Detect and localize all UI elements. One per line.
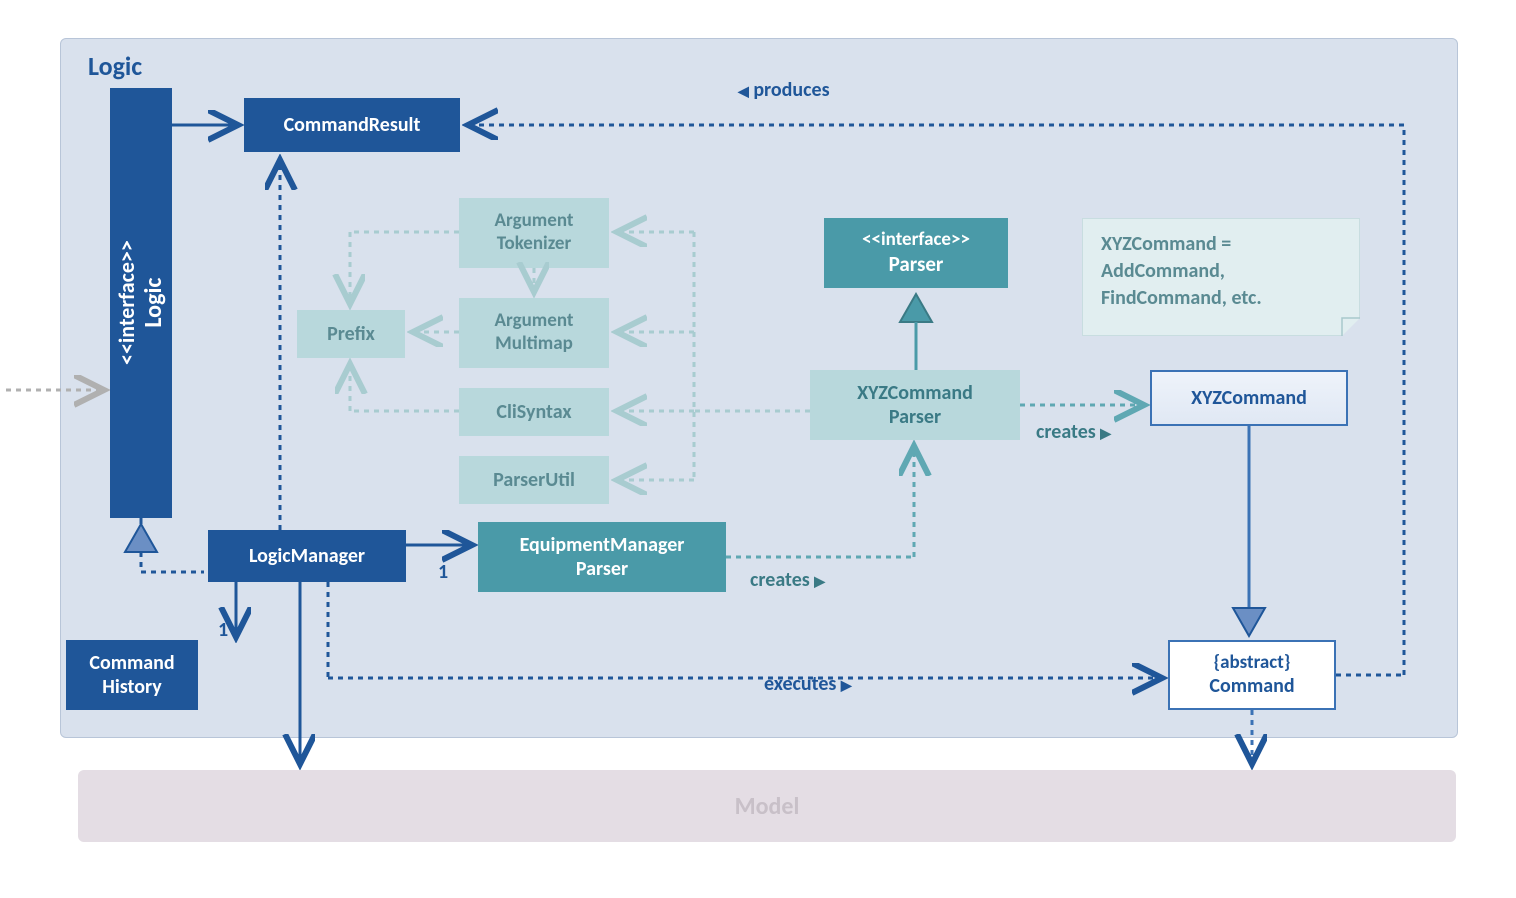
cli-syntax-box: CliSyntax bbox=[459, 388, 609, 436]
note-box: XYZCommand = AddCommand, FindCommand, et… bbox=[1082, 218, 1360, 336]
model-box: Model bbox=[78, 770, 1456, 842]
argument-tokenizer-box: Argument Tokenizer bbox=[459, 198, 609, 268]
equipment-parser-label: EquipmentManager Parser bbox=[520, 533, 685, 581]
parser-interface-box: <<interface>> Parser bbox=[824, 218, 1008, 288]
xyz-parser-label: XYZCommand Parser bbox=[857, 381, 973, 429]
creates-label-1: creates ▶ bbox=[750, 568, 825, 592]
command-history-label: Command History bbox=[89, 651, 174, 699]
xyz-command-box: XYZCommand bbox=[1150, 370, 1348, 426]
abstract-command-stereotype: {abstract} bbox=[1214, 652, 1291, 675]
executes-label: executes ▶ bbox=[764, 672, 852, 696]
argument-tokenizer-label: Argument Tokenizer bbox=[495, 210, 574, 256]
argument-multimap-label: Argument Multimap bbox=[495, 310, 574, 356]
logic-interface-name: Logic bbox=[140, 241, 169, 366]
abstract-command-name: Command bbox=[1209, 674, 1294, 698]
multiplicity-1b: 1 bbox=[218, 618, 228, 642]
creates-label-2: creates ▶ bbox=[1036, 420, 1111, 444]
xyz-command-label: XYZCommand bbox=[1191, 386, 1307, 410]
parser-util-box: ParserUtil bbox=[459, 456, 609, 504]
note-text: XYZCommand = AddCommand, FindCommand, et… bbox=[1101, 231, 1341, 312]
logic-interface-box: <<interface>> Logic bbox=[110, 88, 172, 518]
equipment-parser-box: EquipmentManager Parser bbox=[478, 522, 726, 592]
abstract-command-box: {abstract} Command bbox=[1168, 640, 1336, 710]
multiplicity-1a: 1 bbox=[438, 560, 448, 584]
parser-interface-stereotype: <<interface>> bbox=[862, 229, 970, 252]
model-label: Model bbox=[735, 792, 800, 821]
command-result-box: CommandResult bbox=[244, 98, 460, 152]
parser-util-label: ParserUtil bbox=[493, 468, 575, 492]
prefix-box: Prefix bbox=[297, 310, 405, 358]
logic-manager-label: LogicManager bbox=[249, 544, 365, 568]
logic-manager-box: LogicManager bbox=[208, 530, 406, 582]
parser-interface-name: Parser bbox=[889, 252, 944, 277]
command-result-label: CommandResult bbox=[284, 113, 421, 137]
cli-syntax-label: CliSyntax bbox=[496, 400, 571, 424]
produces-label: ◀ produces bbox=[738, 78, 830, 102]
xyz-parser-box: XYZCommand Parser bbox=[810, 370, 1020, 440]
command-history-box: Command History bbox=[66, 640, 198, 710]
logic-title: Logic bbox=[88, 50, 142, 82]
logic-interface-stereotype: <<interface>> bbox=[113, 241, 139, 366]
argument-multimap-box: Argument Multimap bbox=[459, 298, 609, 368]
prefix-label: Prefix bbox=[327, 322, 375, 346]
